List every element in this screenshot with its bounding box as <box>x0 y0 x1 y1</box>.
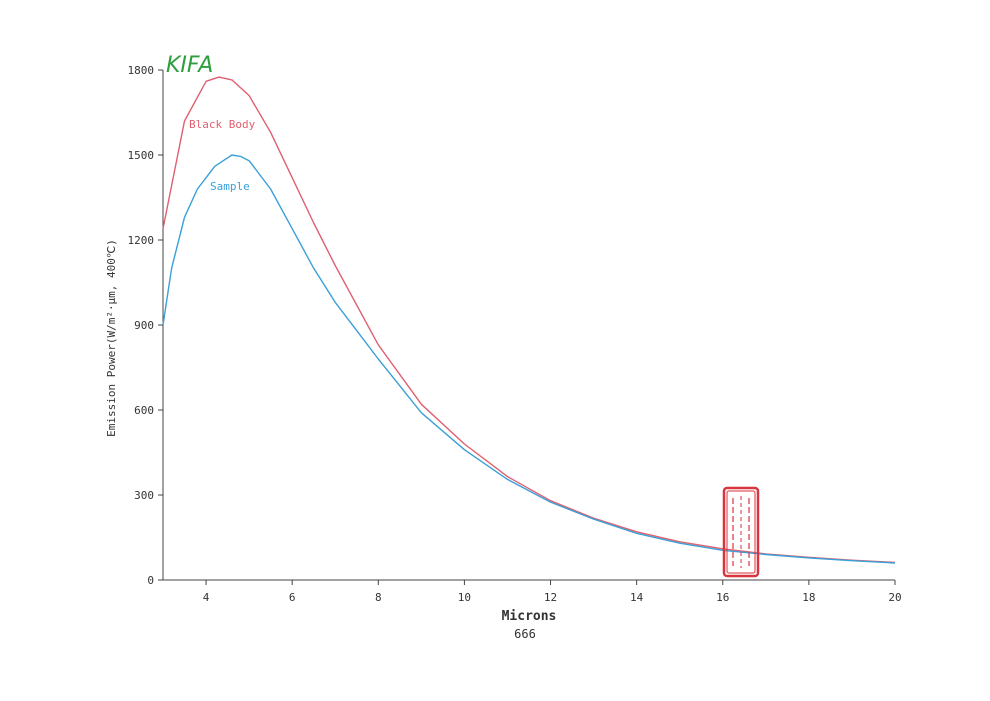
x-tick-label: 16 <box>716 591 729 604</box>
y-tick-label: 900 <box>134 319 154 332</box>
x-tick-label: 10 <box>458 591 471 604</box>
seal-stamp <box>722 486 760 578</box>
axes <box>162 70 895 581</box>
x-tick-label: 8 <box>375 591 382 604</box>
series-line-black-body <box>162 76 896 564</box>
y-axis-title: Emission Power(W/m²·μm, 400℃) <box>105 239 118 437</box>
x-tick-label: 6 <box>289 591 296 604</box>
brand-logo: KIFA <box>166 53 213 78</box>
series-line-sample <box>162 154 896 564</box>
x-tick-label: 14 <box>630 591 644 604</box>
series-label-sample: Sample <box>210 180 250 193</box>
x-ticks: 4 6 8 10 12 14 16 18 20 <box>203 580 902 604</box>
series-label-black-body: Black Body <box>189 118 256 131</box>
y-ticks: 0 300 600 900 1200 1500 1800 <box>128 64 163 587</box>
footer-code: 666 <box>514 627 536 641</box>
y-tick-label: 0 <box>147 574 154 587</box>
x-tick-label: 18 <box>802 591 815 604</box>
series-group <box>162 76 896 564</box>
x-axis-title: Microns <box>502 609 557 624</box>
y-tick-label: 600 <box>134 404 154 417</box>
y-tick-label: 1800 <box>128 64 155 77</box>
y-tick-label: 300 <box>134 489 154 502</box>
y-tick-label: 1500 <box>128 149 155 162</box>
x-tick-label: 12 <box>544 591 557 604</box>
y-tick-label: 1200 <box>128 234 155 247</box>
x-tick-label: 20 <box>888 591 901 604</box>
x-tick-label: 4 <box>203 591 210 604</box>
